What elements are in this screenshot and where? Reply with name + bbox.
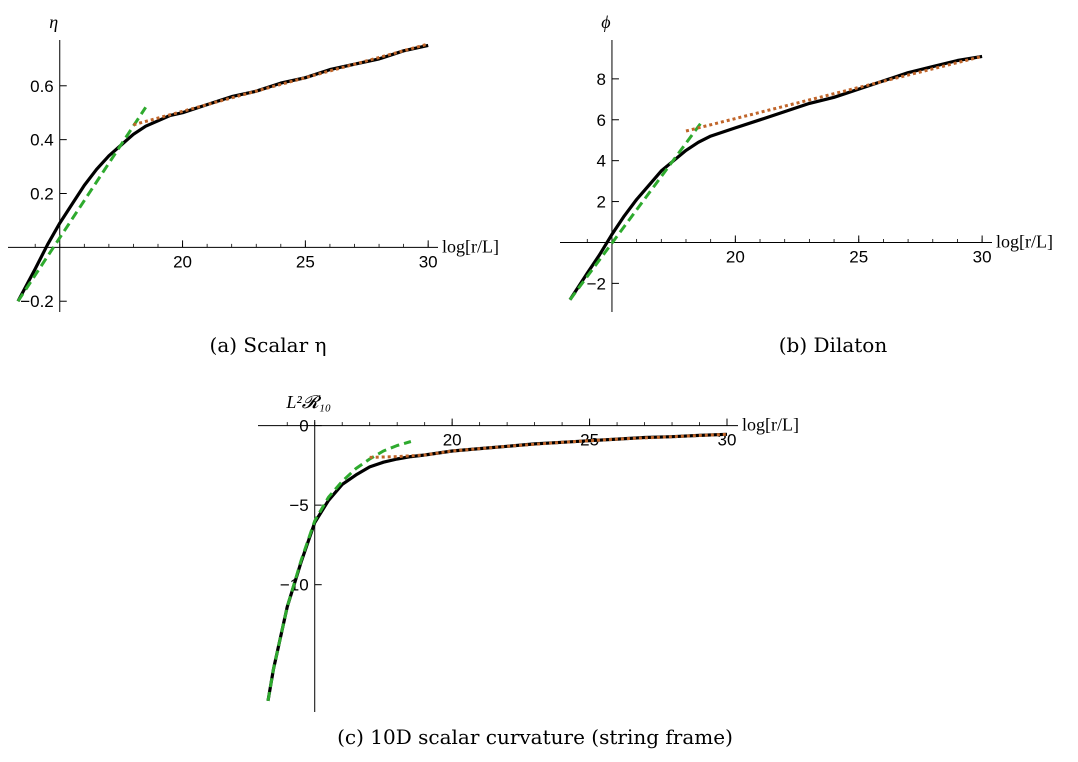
y-tick-label: 4 bbox=[596, 152, 605, 171]
series-line-dashed bbox=[266, 440, 412, 702]
series-line-solid bbox=[266, 432, 728, 702]
caption-b: (b) Dilaton bbox=[779, 333, 888, 357]
y-tick-label: 0.4 bbox=[30, 131, 54, 150]
y-tick-label: −5 bbox=[289, 496, 308, 515]
caption-c: (c) 10D scalar curvature (string frame) bbox=[337, 725, 733, 749]
x-axis-label: log[r/L] bbox=[996, 231, 1053, 251]
plot-area-b: 20 25 30 −2 2 4 6 8 log[r/L] ϕ bbox=[560, 12, 1053, 312]
series-line-dotted bbox=[685, 54, 983, 133]
panel-curvature: 20 25 30−10−50 log[r/L]L²𝓡₁₀ (c) 10D scalar… bbox=[258, 392, 799, 749]
y-tick-label: 0.2 bbox=[30, 185, 54, 204]
plot-area-a: 20 25 30 −0.2 0.2 0.4 0.6 log[r/L] η bbox=[8, 12, 499, 312]
y-tick-label: 6 bbox=[596, 111, 605, 130]
y-axis-label: ϕ bbox=[601, 12, 610, 32]
x-tick-label: 25 bbox=[296, 252, 315, 271]
x-axis-label: log[r/L] bbox=[742, 415, 799, 435]
plot-area-c: 20 25 30−10−50 log[r/L]L²𝓡₁₀ bbox=[258, 392, 799, 712]
y-tick-label: 0.6 bbox=[30, 77, 54, 96]
y-tick-label: 2 bbox=[596, 193, 605, 212]
x-tick-label: 20 bbox=[443, 431, 462, 450]
y-axis-label: L²𝓡₁₀ bbox=[285, 392, 331, 412]
x-tick-label: 25 bbox=[849, 247, 868, 266]
series-line-dashed bbox=[16, 106, 147, 303]
y-tick-label: 8 bbox=[596, 70, 605, 89]
caption-a: (a) Scalar η bbox=[210, 333, 327, 357]
x-tick-label: 20 bbox=[173, 252, 192, 271]
y-tick-label: −2 bbox=[587, 274, 606, 293]
panel-scalar-eta: 20 25 30 −0.2 0.2 0.4 0.6 log[r/L] η (a) Scalar … bbox=[8, 12, 499, 357]
y-axis-label: η bbox=[49, 12, 58, 32]
x-tick-label: 30 bbox=[419, 252, 438, 271]
series-line-solid bbox=[568, 54, 983, 301]
series-line-solid bbox=[16, 43, 429, 302]
y-tick-label: −0.2 bbox=[20, 292, 54, 311]
series-line-dotted bbox=[369, 432, 728, 459]
y-tick-label: 0 bbox=[299, 417, 308, 436]
x-tick-label: 30 bbox=[973, 247, 992, 266]
series-line-dotted bbox=[133, 42, 429, 127]
panel-dilaton: 20 25 30 −2 2 4 6 8 log[r/L] ϕ (b) Dilaton bbox=[560, 12, 1053, 357]
x-tick-label: 20 bbox=[726, 247, 745, 266]
x-axis-label: log[r/L] bbox=[442, 236, 499, 256]
series-line-dashed bbox=[568, 118, 705, 301]
